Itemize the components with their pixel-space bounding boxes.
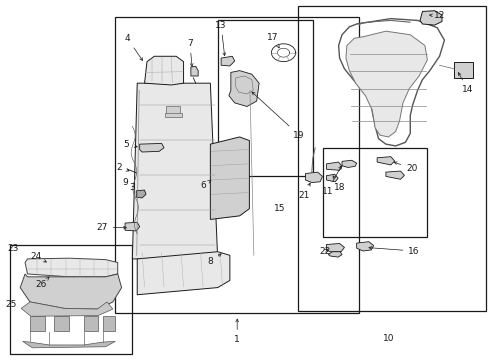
Polygon shape	[341, 160, 356, 167]
Polygon shape	[326, 174, 337, 182]
Polygon shape	[22, 341, 115, 348]
Text: 4: 4	[124, 34, 142, 60]
Bar	[164, 113, 182, 117]
Bar	[10, 244, 132, 354]
Polygon shape	[305, 172, 322, 183]
Text: 22: 22	[319, 247, 330, 256]
Text: 9: 9	[122, 178, 128, 187]
Text: 20: 20	[393, 162, 417, 173]
Polygon shape	[136, 190, 146, 198]
Bar	[54, 316, 69, 330]
Bar	[298, 6, 485, 311]
Bar	[322, 148, 427, 237]
Text: 7: 7	[186, 39, 193, 66]
Text: 14: 14	[457, 73, 472, 94]
Text: 2: 2	[117, 163, 129, 172]
Polygon shape	[221, 56, 234, 66]
Text: 27: 27	[96, 223, 126, 232]
Polygon shape	[20, 274, 122, 309]
Polygon shape	[326, 162, 341, 170]
Bar	[453, 62, 472, 78]
Polygon shape	[326, 243, 344, 252]
Bar	[217, 21, 312, 176]
Polygon shape	[137, 252, 229, 295]
Polygon shape	[419, 11, 441, 25]
Text: 19: 19	[251, 92, 304, 140]
Polygon shape	[140, 143, 163, 152]
Polygon shape	[21, 302, 113, 316]
Text: 26: 26	[36, 277, 49, 289]
Polygon shape	[376, 157, 394, 165]
Text: 25: 25	[6, 300, 17, 309]
Text: 24: 24	[31, 252, 46, 262]
Text: 1: 1	[234, 319, 240, 344]
Text: 11: 11	[321, 166, 341, 196]
Text: 16: 16	[368, 247, 419, 256]
Text: 12: 12	[429, 11, 444, 20]
Polygon shape	[385, 171, 404, 179]
Text: 13: 13	[215, 21, 226, 55]
Text: 21: 21	[298, 183, 309, 199]
Bar	[115, 17, 358, 313]
Text: 6: 6	[200, 180, 211, 190]
Text: 3: 3	[129, 183, 135, 192]
Polygon shape	[228, 71, 259, 107]
Text: 17: 17	[266, 33, 279, 48]
Polygon shape	[144, 56, 183, 85]
Text: 23: 23	[7, 244, 19, 253]
Polygon shape	[328, 252, 341, 257]
Bar	[103, 316, 115, 330]
Text: 18: 18	[332, 176, 345, 192]
Text: 5: 5	[123, 140, 137, 149]
Polygon shape	[210, 137, 249, 220]
Polygon shape	[125, 222, 140, 231]
Text: 8: 8	[207, 254, 221, 266]
Polygon shape	[345, 31, 427, 137]
Polygon shape	[356, 242, 373, 251]
Polygon shape	[25, 258, 118, 277]
Bar	[83, 316, 98, 330]
Polygon shape	[190, 66, 198, 76]
Polygon shape	[132, 83, 217, 259]
Text: 15: 15	[273, 204, 285, 213]
Bar	[166, 107, 180, 114]
Bar	[30, 316, 44, 330]
Text: 10: 10	[382, 334, 393, 343]
